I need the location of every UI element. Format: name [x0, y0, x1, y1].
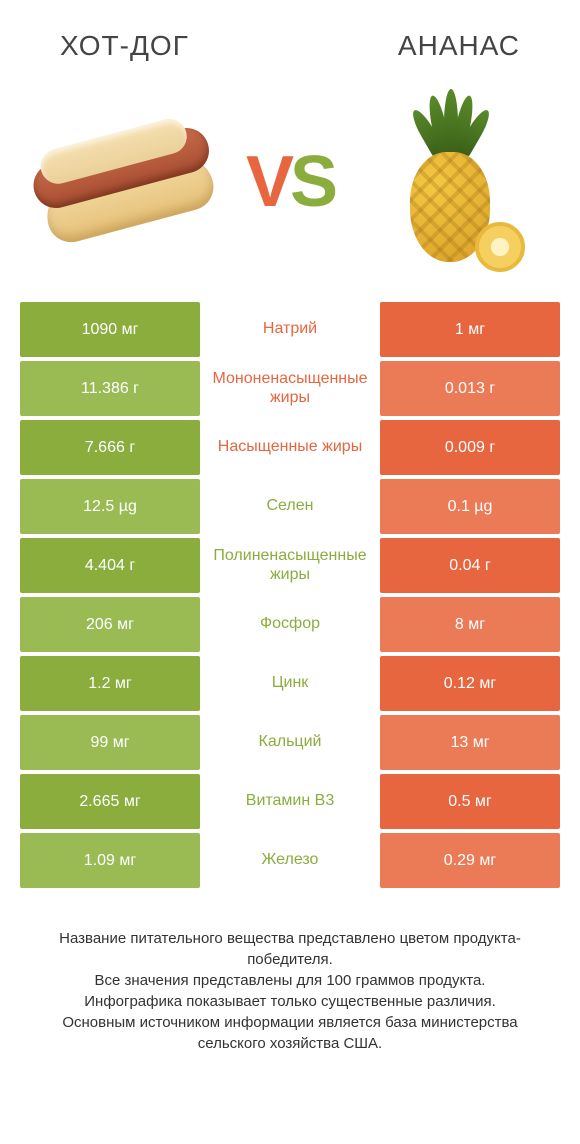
left-value: 1.09 мг [20, 833, 200, 888]
left-value: 7.666 г [20, 420, 200, 475]
right-value: 13 мг [380, 715, 560, 770]
right-value: 0.5 мг [380, 774, 560, 829]
right-value: 0.29 мг [380, 833, 560, 888]
right-value: 0.1 µg [380, 479, 560, 534]
left-value: 12.5 µg [20, 479, 200, 534]
table-row: 7.666 гНасыщенные жиры0.009 г [20, 420, 560, 475]
right-value: 0.12 мг [380, 656, 560, 711]
nutrient-label: Селен [200, 479, 380, 534]
nutrient-label: Мононенасыщенные жиры [200, 361, 380, 416]
left-value: 206 мг [20, 597, 200, 652]
right-value: 0.009 г [380, 420, 560, 475]
table-row: 4.404 гПолиненасыщенные жиры0.04 г [20, 538, 560, 593]
images-row: VS [0, 72, 580, 302]
hotdog-image [30, 102, 220, 262]
nutrient-label: Витамин B3 [200, 774, 380, 829]
comparison-table: 1090 мгНатрий1 мг11.386 гМононенасыщенны… [20, 302, 560, 888]
table-row: 1090 мгНатрий1 мг [20, 302, 560, 357]
left-value: 2.665 мг [20, 774, 200, 829]
right-value: 8 мг [380, 597, 560, 652]
footer-line: Название питательного вещества представл… [30, 928, 550, 970]
nutrient-label: Полиненасыщенные жиры [200, 538, 380, 593]
table-row: 1.2 мгЦинк0.12 мг [20, 656, 560, 711]
right-value: 0.04 г [380, 538, 560, 593]
footer-line: Все значения представлены для 100 граммо… [30, 970, 550, 991]
left-value: 99 мг [20, 715, 200, 770]
right-value: 1 мг [380, 302, 560, 357]
vs-label: VS [246, 141, 334, 223]
left-value: 1.2 мг [20, 656, 200, 711]
header: ХОТ-ДОГ АНАНАС [0, 0, 580, 72]
left-value: 4.404 г [20, 538, 200, 593]
nutrient-label: Натрий [200, 302, 380, 357]
left-food-title: ХОТ-ДОГ [60, 30, 189, 62]
footer-line: Инфографика показывает только существенн… [30, 991, 550, 1012]
nutrient-label: Насыщенные жиры [200, 420, 380, 475]
table-row: 1.09 мгЖелезо0.29 мг [20, 833, 560, 888]
table-row: 2.665 мгВитамин B30.5 мг [20, 774, 560, 829]
right-value: 0.013 г [380, 361, 560, 416]
table-row: 99 мгКальций13 мг [20, 715, 560, 770]
pineapple-image [360, 102, 550, 262]
footer-line: Основным источником информации является … [30, 1012, 550, 1054]
right-food-title: АНАНАС [398, 30, 520, 62]
nutrient-label: Железо [200, 833, 380, 888]
table-row: 206 мгФосфор8 мг [20, 597, 560, 652]
table-row: 11.386 гМононенасыщенные жиры0.013 г [20, 361, 560, 416]
nutrient-label: Цинк [200, 656, 380, 711]
table-row: 12.5 µgСелен0.1 µg [20, 479, 560, 534]
left-value: 11.386 г [20, 361, 200, 416]
nutrient-label: Фосфор [200, 597, 380, 652]
footer-note: Название питательного вещества представл… [30, 928, 550, 1054]
nutrient-label: Кальций [200, 715, 380, 770]
left-value: 1090 мг [20, 302, 200, 357]
